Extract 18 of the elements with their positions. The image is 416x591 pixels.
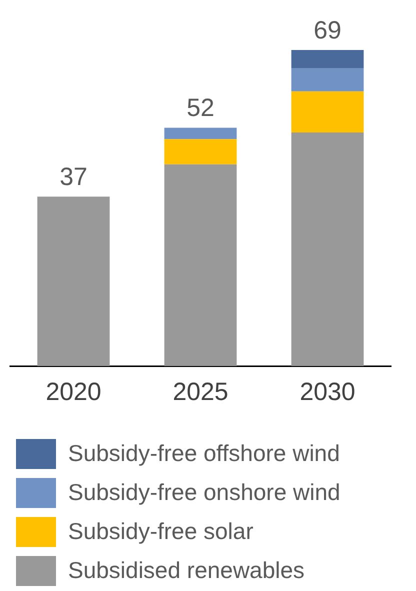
annotation: 69 xyxy=(314,16,342,44)
bar xyxy=(164,139,237,164)
bar xyxy=(291,132,364,366)
bar xyxy=(164,128,237,140)
x-tick-label: 2025 xyxy=(172,378,228,406)
legend-label: Subsidised renewables xyxy=(68,557,305,584)
x-tick-label: 2030 xyxy=(300,378,356,406)
legend-label: Subsidy-free solar xyxy=(68,518,254,545)
annotation: 52 xyxy=(186,94,214,122)
bar xyxy=(164,164,237,366)
x-tick-label: 2020 xyxy=(46,378,102,406)
bar xyxy=(291,68,364,92)
bar xyxy=(291,91,364,132)
annotation: 37 xyxy=(60,163,88,192)
bar xyxy=(291,50,364,68)
legend-label: Subsidy-free offshore wind xyxy=(68,440,340,467)
bar xyxy=(37,196,110,366)
legend-label: Subsidy-free onshore wind xyxy=(68,479,340,506)
